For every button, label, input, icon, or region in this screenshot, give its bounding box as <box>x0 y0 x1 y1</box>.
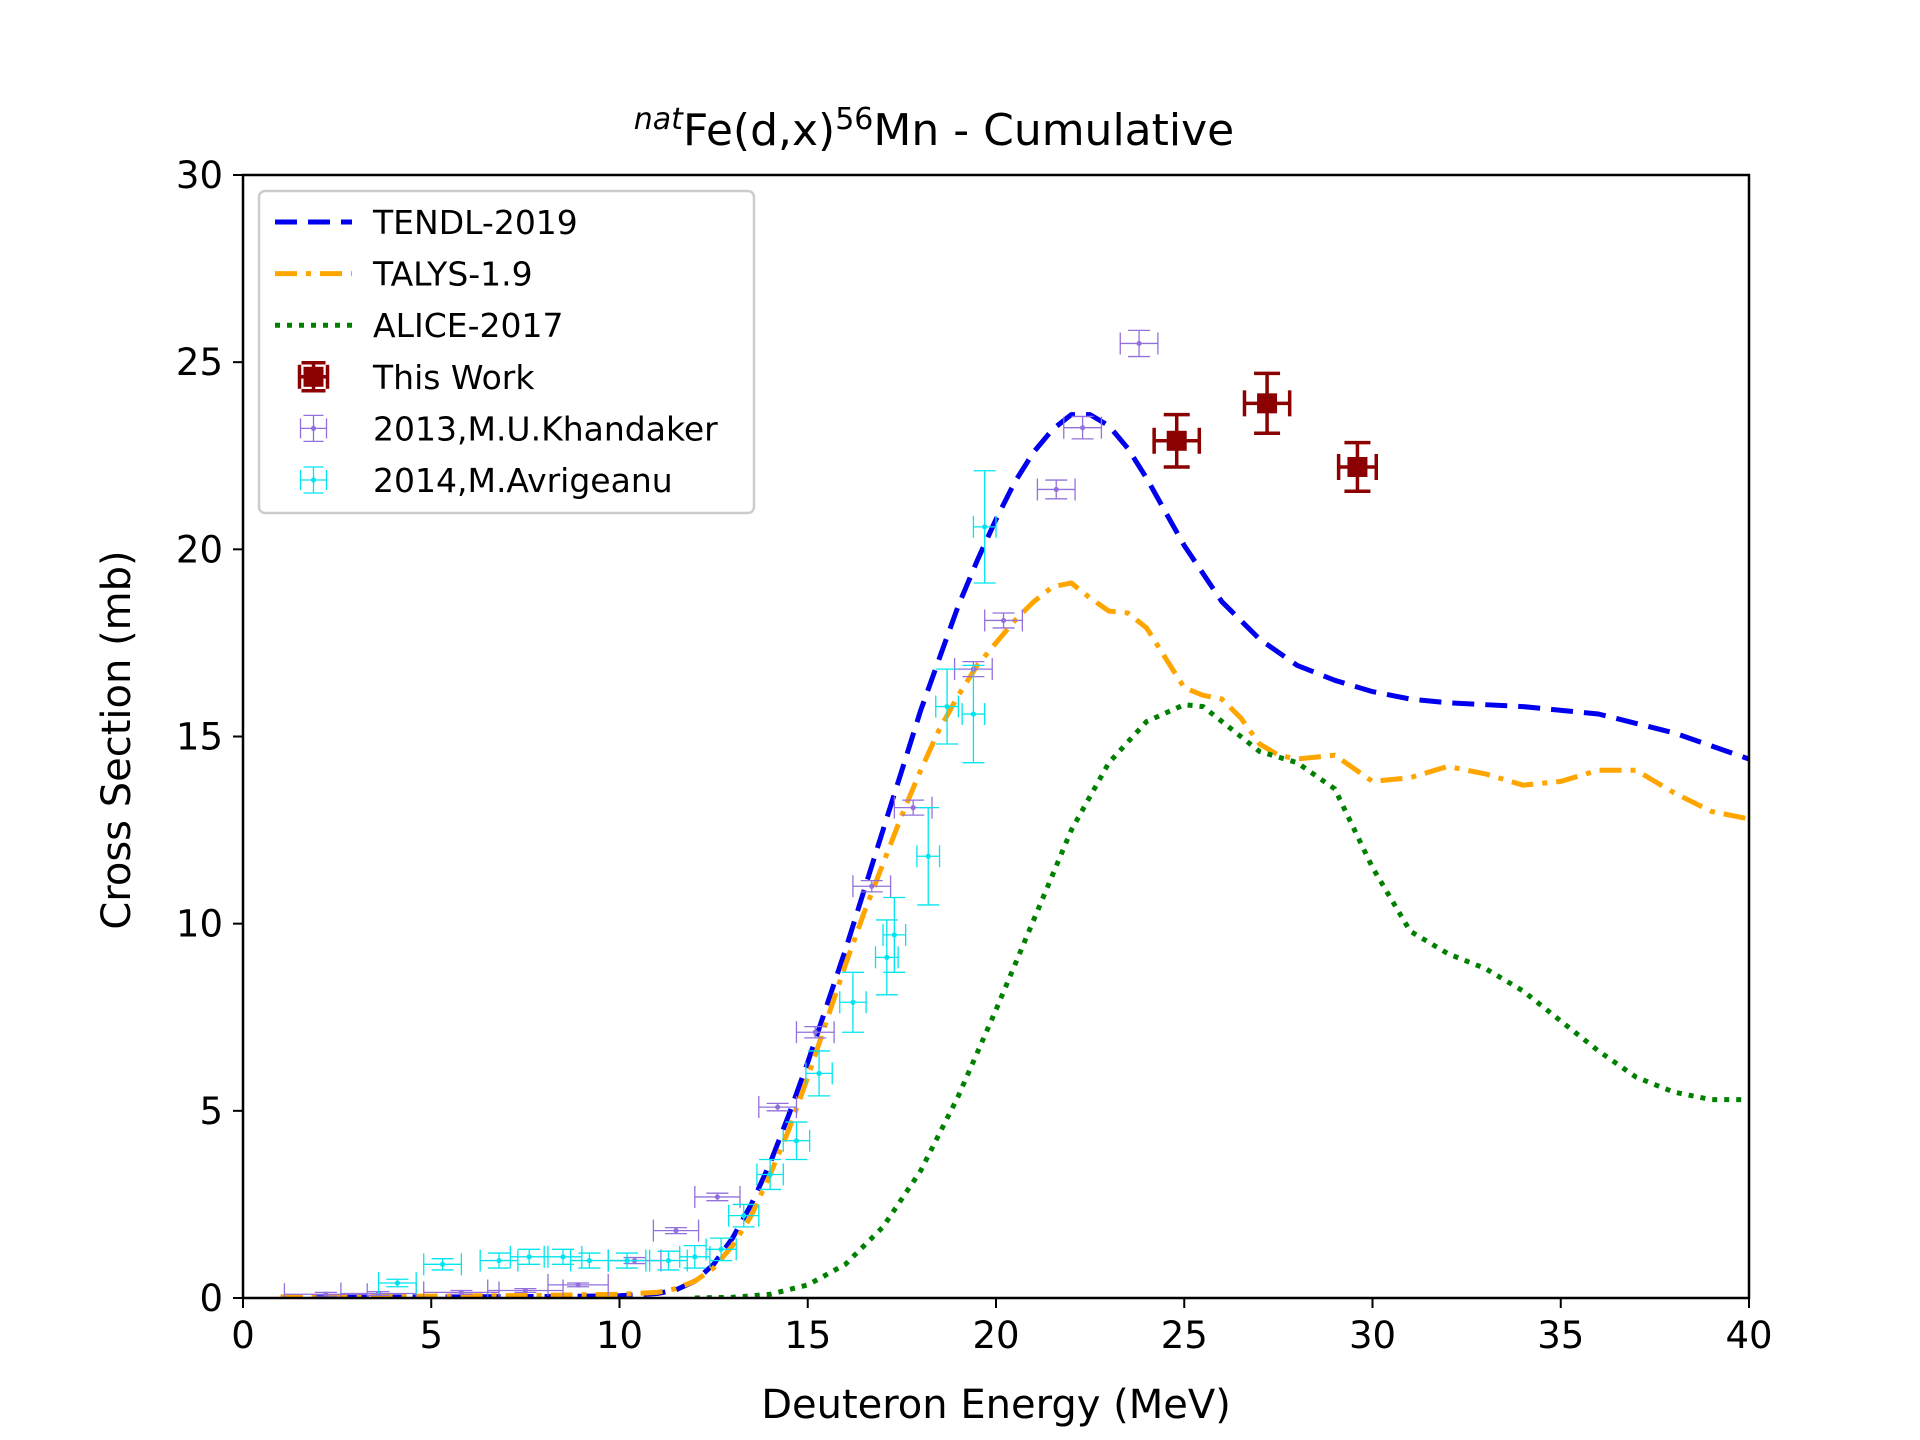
data-point-2014-m-avrigeanu <box>961 664 986 764</box>
chart-title-part1: Fe(d,x) <box>683 105 835 156</box>
data-point-2014-m-avrigeanu <box>728 1203 760 1228</box>
series-line-alice-2017 <box>694 702 1749 1298</box>
x-tick-label: 5 <box>419 1314 443 1357</box>
data-point-2013-m-u-khandaker <box>487 1279 564 1298</box>
y-tick-label: 0 <box>199 1277 223 1320</box>
x-tick-label: 25 <box>1161 1314 1208 1357</box>
data-point-2014-m-avrigeanu <box>756 1158 784 1191</box>
legend-item-alice-2017: ALICE-2017 <box>275 306 563 345</box>
data-point-2014-m-avrigeanu <box>607 1249 647 1272</box>
x-tick-label: 0 <box>231 1314 255 1357</box>
legend-label: TALYS-1.9 <box>372 255 533 294</box>
legend-item-this-work: This Work <box>297 358 535 397</box>
series-talys-1-9 <box>280 580 1749 1298</box>
legend-swatch <box>299 414 328 443</box>
legend-box <box>257 189 756 515</box>
x-tick-label: 15 <box>784 1314 831 1357</box>
x-tick-label: 20 <box>972 1314 1019 1357</box>
data-point-2014-m-avrigeanu <box>423 1253 463 1276</box>
series-layer <box>280 329 1749 1298</box>
data-point-2013-m-u-khandaker <box>1036 478 1076 501</box>
data-point-2013-m-u-khandaker <box>1119 329 1159 358</box>
data-point-this-work <box>1152 412 1202 469</box>
legend-item-2013-m-u-khandaker: 2013,M.U.Khandaker <box>299 409 718 448</box>
y-tick-label: 30 <box>176 154 223 197</box>
data-point-2014-m-avrigeanu <box>882 896 907 973</box>
x-tick-label: 35 <box>1537 1314 1584 1357</box>
x-tick-label: 30 <box>1349 1314 1396 1357</box>
data-point-2013-m-u-khandaker <box>758 1096 798 1119</box>
x-tick-label: 10 <box>596 1314 643 1357</box>
data-point-2013-m-u-khandaker <box>984 609 1024 632</box>
data-point-2013-m-u-khandaker <box>652 1219 700 1242</box>
data-point-2014-m-avrigeanu <box>509 1245 549 1268</box>
data-point-2013-m-u-khandaker <box>795 1021 835 1044</box>
legend-item-talys-1-9: TALYS-1.9 <box>275 255 533 294</box>
chart-title: natFe(d,x)56Mn - Cumulative <box>634 102 1234 156</box>
legend: TENDL-2019 TALYS-1.9 ALICE-2017 This Work 20… <box>257 189 756 515</box>
data-point-this-work <box>1242 371 1292 436</box>
data-point-2014-m-avrigeanu <box>782 1121 811 1161</box>
chart-title-sup1: nat <box>634 102 684 137</box>
data-point-2014-m-avrigeanu <box>805 1050 833 1097</box>
y-tick-label: 25 <box>176 341 223 384</box>
y-tick-label: 15 <box>176 716 223 759</box>
data-point-2014-m-avrigeanu <box>916 806 941 906</box>
series-line-talys-1-9 <box>280 580 1749 1298</box>
legend-swatch <box>299 466 328 494</box>
legend-label: 2013,M.U.Khandaker <box>373 409 718 448</box>
x-tick-label: 40 <box>1725 1314 1772 1357</box>
series-this-work <box>1152 371 1379 494</box>
data-point-2013-m-u-khandaker <box>852 875 892 898</box>
y-tick-label: 10 <box>176 903 223 946</box>
data-point-this-work <box>1336 440 1379 494</box>
y-tick-label: 5 <box>199 1090 223 1133</box>
y-tick-label: 20 <box>176 528 223 571</box>
data-point-2014-m-avrigeanu <box>935 668 959 745</box>
data-point-2014-m-avrigeanu <box>479 1249 519 1272</box>
legend-label: This Work <box>372 358 535 397</box>
x-axis-label: Deuteron Energy (MeV) <box>761 1382 1231 1428</box>
series-2014-m-avrigeanu <box>377 470 997 1295</box>
legend-item-2014-m-avrigeanu: 2014,M.Avrigeanu <box>299 461 673 500</box>
data-point-2013-m-u-khandaker <box>423 1281 500 1298</box>
data-point-2013-m-u-khandaker <box>1063 415 1103 440</box>
y-axis-label: Cross Section (mb) <box>94 550 140 929</box>
data-point-2013-m-u-khandaker <box>283 1283 368 1298</box>
legend-item-tendl-2019: TENDL-2019 <box>275 203 578 242</box>
legend-swatch <box>297 361 330 393</box>
chart-title-sup2: 56 <box>835 102 873 137</box>
data-point-2013-m-u-khandaker <box>547 1273 609 1296</box>
legend-label: 2014,M.Avrigeanu <box>373 461 673 500</box>
data-point-2014-m-avrigeanu <box>972 470 997 584</box>
data-point-2014-m-avrigeanu <box>705 1237 737 1262</box>
chart-title-part2: Mn - Cumulative <box>873 105 1234 156</box>
series-alice-2017 <box>694 702 1749 1298</box>
legend-label: ALICE-2017 <box>373 306 563 345</box>
axes-layer: 0 5 10 15 20 25 30 35 40 0 5 10 15 20 25 30 <box>176 154 1773 1357</box>
data-point-2014-m-avrigeanu <box>377 1272 417 1295</box>
legend-label: TENDL-2019 <box>372 203 578 242</box>
data-point-2014-m-avrigeanu <box>839 971 867 1033</box>
